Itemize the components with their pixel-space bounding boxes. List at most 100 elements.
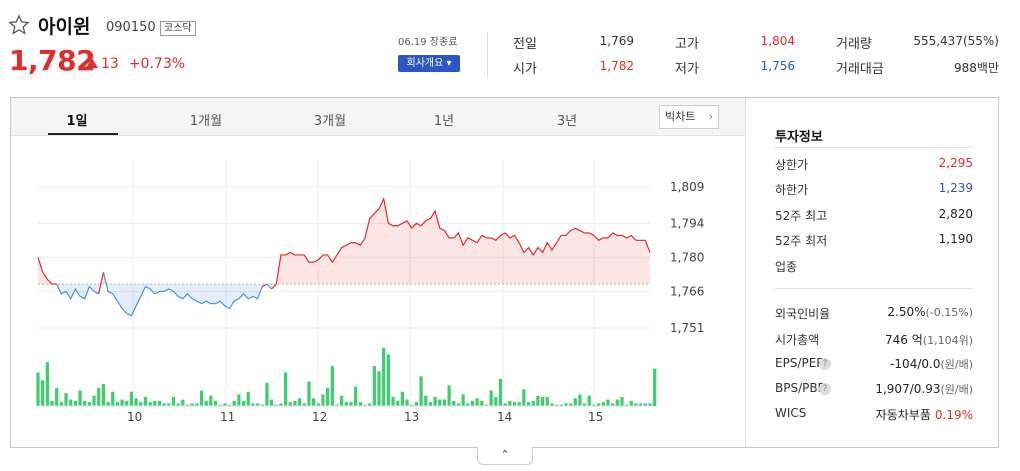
bigchart-button[interactable]: 빅차트 ›: [659, 105, 719, 129]
volume-bar: [386, 354, 391, 406]
volume-bar: [466, 403, 470, 406]
volume-bar: [587, 395, 591, 406]
volume-bar: [582, 403, 587, 406]
volume-bar: [606, 399, 610, 406]
invest-title: 투자정보: [775, 130, 823, 145]
invest-divider: [775, 147, 973, 148]
down-area: [103, 271, 263, 316]
help-icon[interactable]: ?: [819, 358, 831, 370]
volume-bar: [218, 404, 222, 406]
invest-value: 1,907/0.93(원/배): [875, 381, 973, 397]
price-line-down: [102, 271, 263, 317]
stock-header: 아이윈 090150 코스닥 1,782 13 +0.73% 06.19 장종료 …: [0, 0, 1020, 96]
volume-bar: [461, 394, 465, 406]
volume-bar: [269, 399, 274, 406]
volume-bar: [573, 398, 577, 406]
invest-value-sub: (원/배): [940, 358, 973, 371]
volume-bar: [162, 403, 166, 406]
collapse-button[interactable]: ⌃: [477, 447, 533, 465]
price-line-up: [37, 257, 57, 285]
invest-divider-2: [775, 288, 973, 289]
invest-value: 1,239: [938, 181, 973, 195]
volume-bar: [41, 380, 45, 406]
stat-value: 1,782: [599, 59, 634, 73]
stock-code: 090150: [106, 20, 156, 35]
volume-bar: [550, 403, 554, 406]
volume-bar: [78, 390, 82, 406]
volume-bar: [559, 404, 563, 406]
volume-bar: [653, 368, 657, 406]
volume-bar: [498, 378, 503, 406]
down-area: [56, 284, 99, 299]
volume-bar: [354, 386, 358, 406]
invest-label: 외국인비율: [775, 307, 831, 321]
volume-bar: [503, 403, 507, 406]
invest-label: BPS/PBR: [775, 381, 826, 395]
invest-value-main: 1,907/0.93: [875, 382, 941, 396]
star-icon[interactable]: [8, 14, 30, 36]
volume-bar: [36, 372, 40, 406]
volume-bar: [372, 366, 376, 406]
invest-label: 시가총액: [775, 333, 820, 347]
volume-bar: [125, 400, 129, 406]
invest-value-sub: (1,104위): [922, 334, 973, 347]
volume-bar: [377, 371, 381, 406]
volume-bar: [265, 382, 269, 406]
price-line-down: [56, 283, 100, 300]
volume-bar: [111, 391, 115, 406]
volume-bar: [223, 403, 227, 406]
price-line-up: [261, 283, 268, 288]
volume-bar: [321, 394, 325, 406]
volume-bar: [143, 396, 148, 406]
volume-bar: [302, 403, 306, 406]
volume-bar: [73, 400, 77, 406]
volume-bar: [592, 404, 596, 406]
stat-value: 1,804: [760, 34, 795, 48]
invest-value: 자동차부품 0.19%: [876, 406, 973, 423]
invest-label: 상한가: [775, 158, 809, 172]
tab-1day[interactable]: 1일: [66, 114, 88, 129]
tab-3year[interactable]: 3년: [556, 114, 578, 129]
stat-label: 거래량: [836, 37, 872, 52]
volume-bar: [358, 402, 362, 406]
volume-bar: [312, 398, 316, 406]
tab-1month[interactable]: 1개월: [189, 114, 223, 129]
volume-bar: [97, 387, 101, 406]
volume-bar: [634, 403, 638, 406]
stat-label: 저가: [675, 62, 699, 77]
volume-bar: [611, 403, 615, 406]
stat-value: 1,756: [760, 59, 795, 73]
volume-bar: [512, 402, 517, 406]
y-tick-label: 1,809: [670, 180, 704, 194]
volume-bar: [185, 404, 190, 406]
price-line-up: [271, 197, 651, 290]
x-tick-label: 13: [404, 410, 419, 424]
volume-bar: [620, 396, 624, 406]
invest-value: 2.50%(-0.15%): [887, 305, 973, 319]
volume-bar: [648, 403, 652, 406]
invest-value-sub: 0.19%: [934, 408, 973, 422]
volume-bar: [307, 381, 311, 406]
volume-bar: [274, 404, 278, 406]
tab-3month[interactable]: 3개월: [313, 114, 347, 129]
volume-bar: [260, 404, 264, 406]
volume-bar: [568, 403, 573, 406]
tab-1year[interactable]: 1년: [433, 114, 455, 129]
help-icon[interactable]: ?: [819, 383, 831, 395]
volume-bar: [578, 394, 582, 406]
up-area: [271, 198, 650, 290]
stat-label: 전일: [513, 37, 537, 52]
stock-name: 아이윈: [38, 16, 91, 38]
volume-bar: [279, 403, 283, 406]
change-amount: 13: [101, 56, 119, 72]
volume-bar: [59, 402, 63, 406]
company-overview-button[interactable]: 회사개요 ▾: [398, 55, 460, 72]
volume-bar: [531, 400, 535, 406]
volume-bar: [326, 387, 330, 406]
volume-bar: [526, 402, 531, 406]
stat-label: 고가: [675, 37, 699, 52]
y-tick-label: 1,780: [670, 250, 704, 264]
trade-date: 06.19 장종료: [398, 37, 458, 48]
bigchart-label: 빅차트: [665, 110, 696, 123]
invest-label: 52주 최저: [775, 234, 828, 248]
